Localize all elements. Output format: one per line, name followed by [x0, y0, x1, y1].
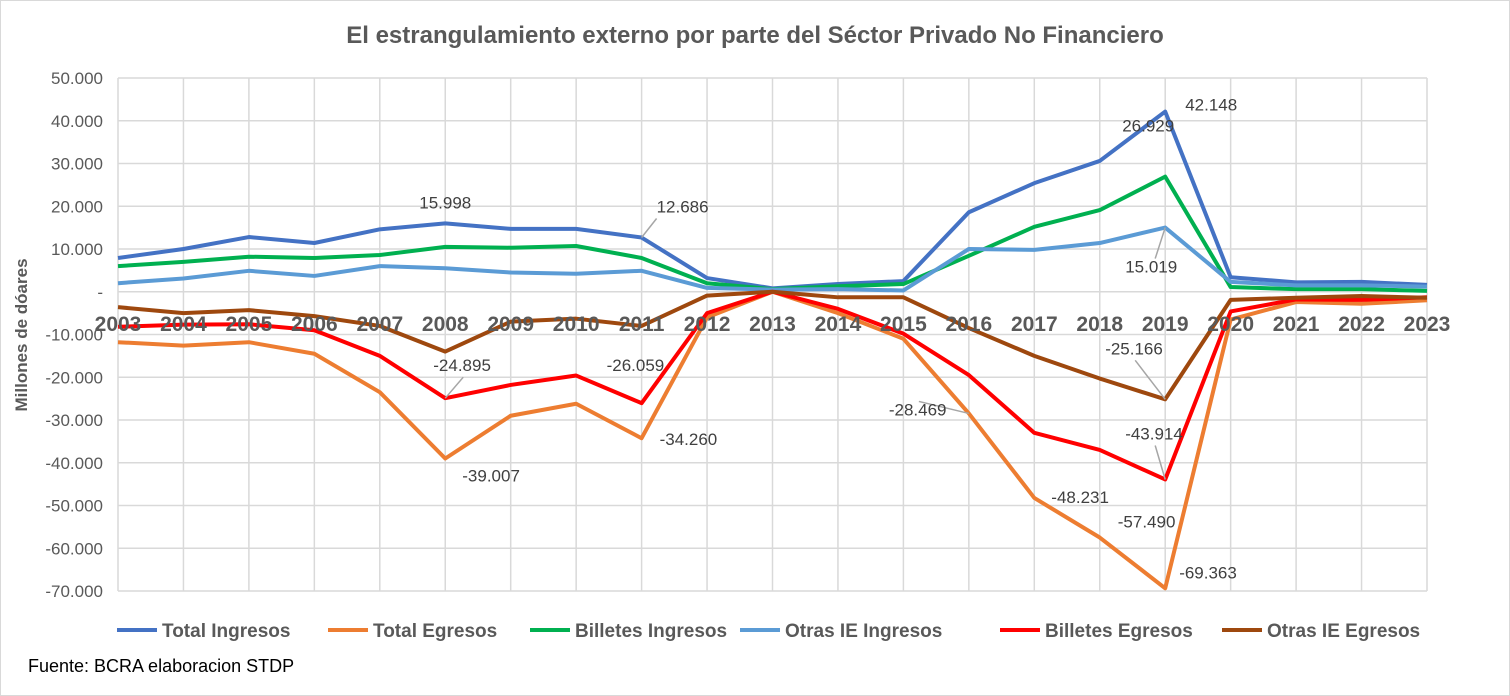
data-label: -26.059: [607, 356, 665, 375]
y-axis-label: Millones de dóares: [12, 258, 31, 411]
x-tick-label: 2006: [291, 313, 338, 336]
data-label: -28.469: [889, 400, 947, 419]
legend-label: Otras IE Egresos: [1267, 621, 1420, 642]
legend-label: Otras IE Ingresos: [785, 621, 942, 642]
data-label-leader: [1134, 359, 1166, 400]
x-tick-label: 2013: [749, 313, 796, 336]
x-tick-label: 2009: [487, 313, 534, 336]
x-tick-label: 2023: [1404, 313, 1451, 336]
data-label: -25.166: [1105, 339, 1163, 358]
data-label: -48.231: [1051, 488, 1109, 507]
data-label: 42.148: [1185, 96, 1237, 115]
data-label-leader: [1154, 227, 1166, 259]
chart-title: El estrangulamiento externo por parte de…: [346, 22, 1164, 49]
x-tick-label: 2015: [880, 313, 927, 336]
y-tick-label: -20.000: [45, 368, 103, 387]
y-tick-label: 40.000: [51, 112, 103, 131]
x-tick-label: 2007: [356, 313, 403, 336]
x-tick-label: 2020: [1207, 313, 1254, 336]
y-tick-label: -70.000: [45, 582, 103, 601]
data-label: -57.490: [1118, 513, 1176, 532]
x-tick-label: 2012: [684, 313, 731, 336]
data-label: 15.019: [1125, 258, 1177, 277]
source-note: Fuente: BCRA elaboracion STDP: [28, 656, 295, 676]
x-tick-label: 2010: [553, 313, 600, 336]
legend-label: Billetes Ingresos: [575, 621, 727, 642]
legend-label: Total Ingresos: [162, 621, 290, 642]
x-tick-label: 2018: [1076, 313, 1123, 336]
legend-label: Billetes Egresos: [1045, 621, 1193, 642]
x-tick-label: 2016: [945, 313, 992, 336]
x-tick-label: 2019: [1142, 313, 1189, 336]
data-label: -39.007: [462, 467, 520, 486]
x-tick-label: 2005: [226, 313, 273, 336]
x-tick-label: 2003: [95, 313, 142, 336]
x-tick-label: 2022: [1338, 313, 1385, 336]
x-tick-label: 2004: [160, 313, 207, 336]
y-tick-label: -: [97, 283, 103, 302]
data-label: 12.686: [657, 198, 709, 217]
x-tick-label: 2011: [619, 313, 665, 336]
y-tick-label: 20.000: [51, 197, 103, 216]
y-tick-label: -10.000: [45, 326, 103, 345]
x-tick-label: 2017: [1011, 313, 1058, 336]
data-label: -43.914: [1125, 424, 1183, 443]
data-label-leader: [444, 376, 464, 399]
y-tick-label: -50.000: [45, 497, 103, 516]
x-tick-label: 2008: [422, 313, 469, 336]
x-tick-label: 2021: [1273, 313, 1320, 336]
y-tick-label: 30.000: [51, 155, 103, 174]
legend-label: Total Egresos: [373, 621, 497, 642]
data-label-leader: [918, 400, 970, 415]
data-label-leader: [641, 218, 658, 238]
data-label: 26.929: [1122, 117, 1174, 136]
x-tick-label: 2014: [815, 313, 862, 336]
data-label: 15.998: [419, 193, 471, 212]
y-tick-label: 50.000: [51, 69, 103, 88]
data-label: -34.260: [660, 430, 718, 449]
series-line-otras-ie-ingresos: [117, 225, 1428, 293]
y-tick-label: -40.000: [45, 454, 103, 473]
data-label: -69.363: [1179, 563, 1237, 582]
y-tick-label: -30.000: [45, 411, 103, 430]
series-line-otras-ie-egresos: [117, 289, 1428, 402]
data-label-leader: [1154, 445, 1166, 480]
y-tick-label: -60.000: [45, 539, 103, 558]
data-label: -24.895: [433, 356, 491, 375]
y-tick-label: 10.000: [51, 240, 103, 259]
